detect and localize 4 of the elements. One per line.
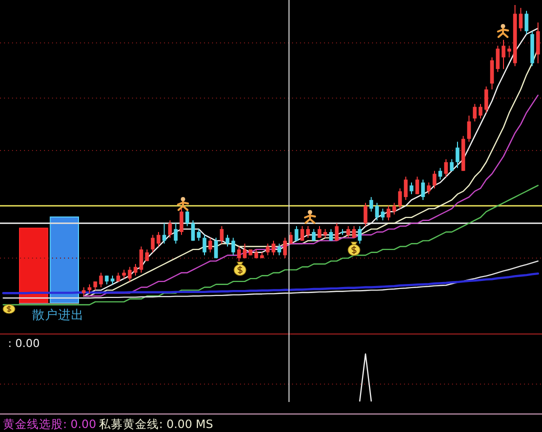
x-axis-title: 散户进出 — [32, 307, 84, 322]
text: 私募黄金线: 0.00 MS — [99, 417, 214, 431]
text: 黄金线选股: 0.00 — [3, 417, 96, 431]
chart-title: : 0.00 — [8, 337, 40, 350]
